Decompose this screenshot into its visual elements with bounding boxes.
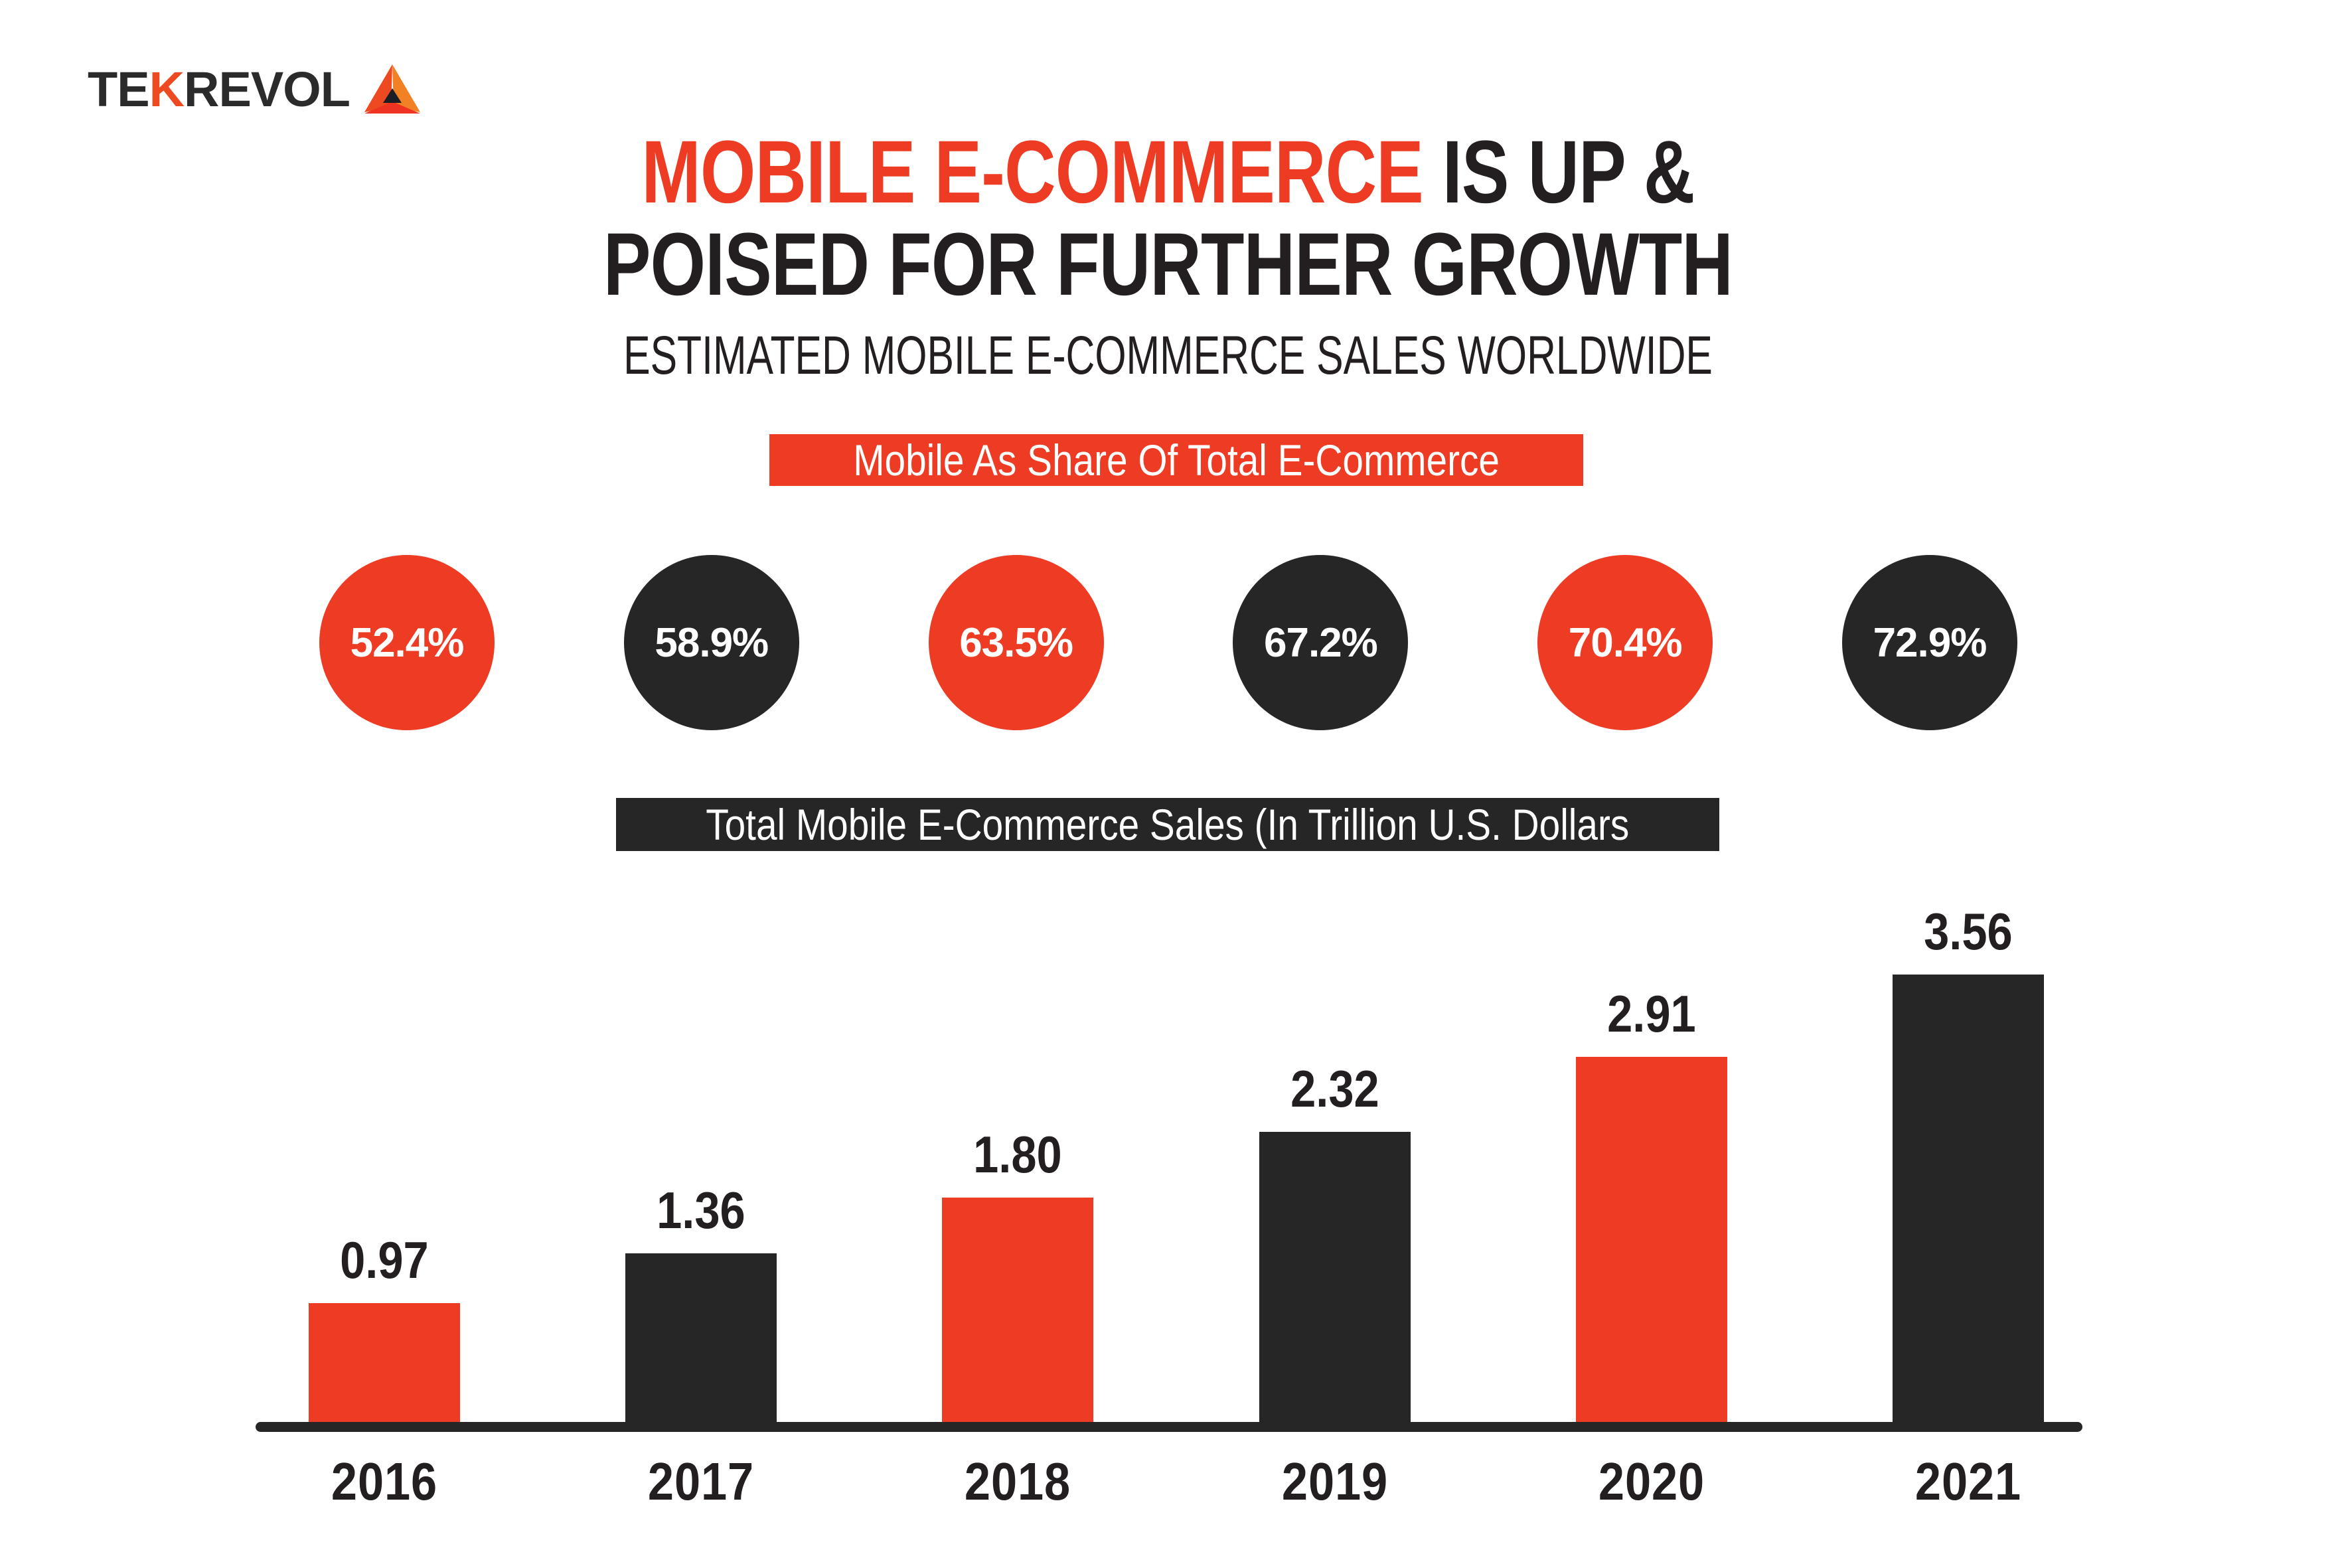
logo-wordmark: TE K REVOL — [88, 65, 350, 114]
bar-rect — [1259, 1131, 1411, 1426]
bar-value-label: 2.32 — [1290, 1059, 1379, 1118]
logo-wordmark-k: K — [149, 62, 185, 117]
share-percent-circle: 52.4% — [319, 555, 495, 730]
sales-section-banner: Total Mobile E-Commerce Sales (In Trilli… — [616, 798, 1719, 851]
title-accent: MOBILE E-COMMERCE — [641, 123, 1423, 222]
bar-column: 3.56 — [1893, 876, 2044, 1426]
share-percent-label: 67.2% — [1263, 619, 1378, 666]
title-line-1-rest: IS UP & — [1423, 123, 1695, 222]
bar-value-label: 2.91 — [1606, 984, 1696, 1044]
brand-logo[interactable]: TE K REVOL — [88, 63, 423, 116]
share-circles-row: 52.4% 58.9% 63.5% 67.2% 70.4% 72.9% — [319, 555, 2017, 730]
share-percent-circle: 58.9% — [623, 555, 799, 730]
bar-value-label: 1.80 — [973, 1125, 1063, 1184]
sales-bar-chart: 0.97 1.36 1.80 2.32 2.91 3.56 — [0, 876, 2336, 1474]
bar-column: 2.91 — [1575, 876, 1727, 1426]
x-axis-year-label: 2019 — [1259, 1451, 1411, 1512]
x-axis-year-label: 2020 — [1576, 1451, 1727, 1512]
bar-column: 2.32 — [1259, 876, 1411, 1426]
bar-column: 1.36 — [625, 876, 777, 1426]
chart-baseline-axis — [256, 1422, 2082, 1432]
x-axis-year-label: 2021 — [1893, 1451, 2044, 1512]
share-percent-circle: 67.2% — [1233, 555, 1409, 730]
title-line-2: POISED FOR FURTHER GROWTH — [603, 215, 1733, 315]
bar-rect — [942, 1198, 1094, 1426]
share-percent-circle: 70.4% — [1537, 555, 1713, 730]
logo-wordmark-pre: TE — [88, 62, 150, 117]
bar-column: 1.80 — [942, 876, 1094, 1426]
bar-rect — [309, 1302, 460, 1426]
page-title: MOBILE E-COMMERCE IS UP & POISED FOR FUR… — [0, 126, 2336, 387]
share-percent-label: 72.9% — [1873, 619, 1987, 666]
x-axis-year-label: 2018 — [942, 1451, 1093, 1512]
share-section-banner: Mobile As Share Of Total E-Commerce — [769, 434, 1583, 486]
share-percent-label: 52.4% — [350, 619, 465, 666]
x-axis-year-text: 2017 — [648, 1452, 755, 1511]
bar-column: 0.97 — [309, 876, 460, 1426]
bar-rect — [1575, 1057, 1727, 1426]
bar-value-label: 1.36 — [657, 1181, 745, 1240]
x-axis-year-label: 2016 — [309, 1451, 460, 1512]
sales-section-banner-label: Total Mobile E-Commerce Sales (In Trilli… — [706, 800, 1630, 849]
page-subtitle: ESTIMATED MOBILE E-COMMERCE SALES WORLDW… — [623, 325, 1713, 386]
bar-value-label: 3.56 — [1924, 902, 2013, 961]
bar-chart-plot-area: 0.97 1.36 1.80 2.32 2.91 3.56 — [309, 876, 2044, 1426]
share-percent-label: 63.5% — [959, 619, 1073, 666]
bar-value-label: 0.97 — [340, 1230, 429, 1289]
logo-wordmark-post: REVOL — [184, 62, 350, 117]
share-section-banner-label: Mobile As Share Of Total E-Commerce — [853, 435, 1500, 485]
x-axis-year-label: 2017 — [625, 1451, 777, 1512]
x-axis-year-text: 2016 — [331, 1452, 438, 1511]
x-axis-year-text: 2020 — [1598, 1452, 1705, 1511]
x-axis-year-text: 2018 — [965, 1452, 1071, 1511]
triangle-logo-icon — [362, 63, 423, 116]
title-line-1: MOBILE E-COMMERCE IS UP & — [234, 126, 2102, 218]
x-axis-year-text: 2021 — [1914, 1452, 2022, 1511]
chart-x-axis-labels: 2016 2017 2018 2019 2020 2021 — [309, 1451, 2044, 1524]
share-percent-circle: 72.9% — [1841, 555, 2017, 730]
share-percent-circle: 63.5% — [928, 555, 1104, 730]
x-axis-year-text: 2019 — [1281, 1452, 1388, 1511]
share-percent-label: 70.4% — [1568, 619, 1683, 666]
bar-rect — [625, 1253, 777, 1426]
bar-rect — [1893, 975, 2044, 1426]
share-percent-label: 58.9% — [655, 619, 769, 666]
